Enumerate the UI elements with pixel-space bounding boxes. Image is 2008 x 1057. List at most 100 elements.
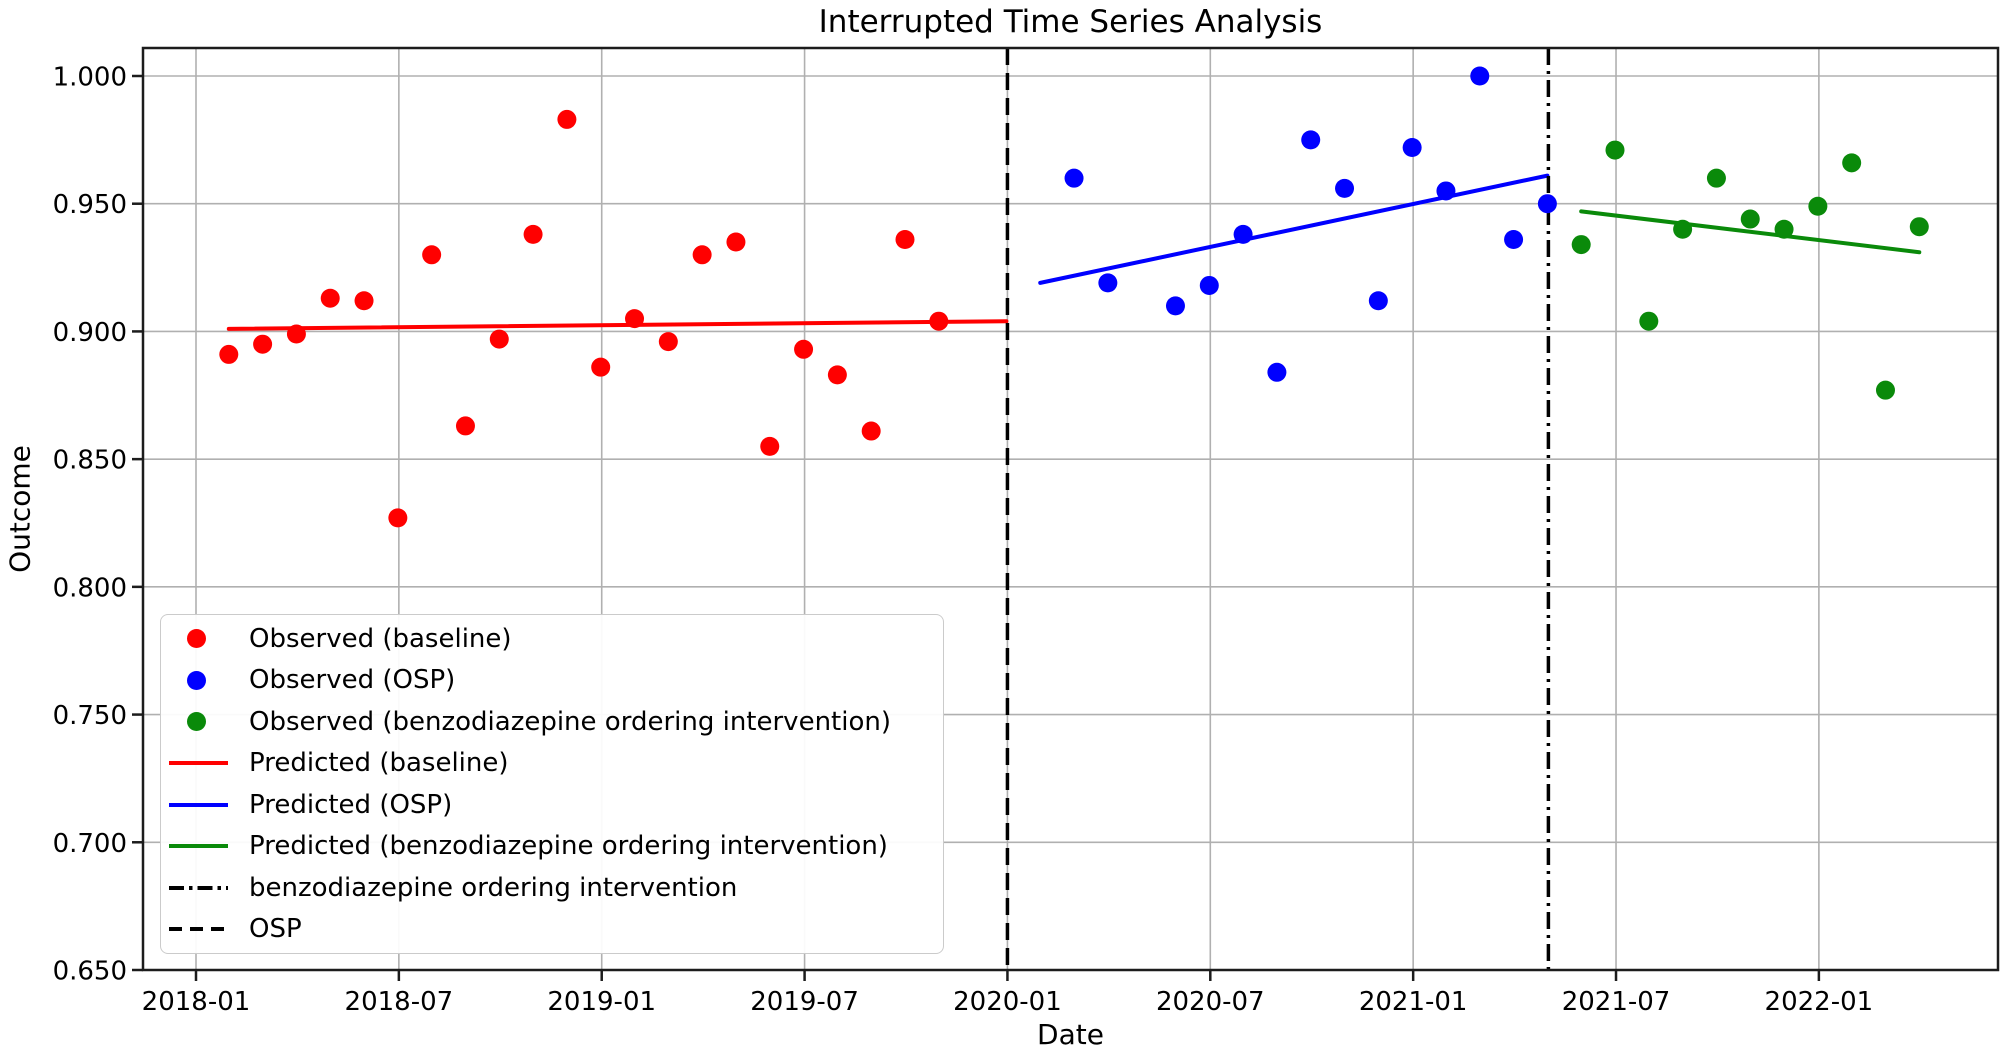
scatter-point bbox=[1436, 181, 1456, 201]
x-tick-label: 2018-07 bbox=[345, 987, 454, 1017]
scatter-point bbox=[1639, 311, 1659, 331]
line-marker bbox=[169, 802, 228, 807]
y-tick-label: 1.000 bbox=[53, 62, 127, 92]
scatter-point bbox=[1199, 275, 1219, 295]
scatter-point bbox=[1706, 168, 1726, 188]
scatter-point bbox=[1267, 362, 1287, 382]
trend-line bbox=[1579, 209, 1922, 255]
legend-label: Observed (baseline) bbox=[249, 623, 512, 654]
scatter-point bbox=[523, 224, 543, 244]
trend-line bbox=[1038, 173, 1550, 285]
scatter-point bbox=[1504, 229, 1524, 249]
legend-dot-icon bbox=[161, 629, 249, 649]
y-tick-label: 0.700 bbox=[53, 829, 127, 859]
legend-box: Observed (baseline) Observed (OSP) Observe… bbox=[160, 614, 944, 954]
legend-line-icon bbox=[161, 885, 249, 890]
y-tick-label: 0.950 bbox=[53, 190, 127, 220]
scatter-point bbox=[658, 332, 678, 352]
scatter-point bbox=[354, 291, 374, 311]
scatter-point bbox=[489, 329, 509, 349]
scatter-point bbox=[1470, 66, 1490, 86]
scatter-point bbox=[1842, 153, 1862, 173]
legend-label: Observed (OSP) bbox=[249, 665, 456, 696]
scatter-point bbox=[1673, 219, 1693, 239]
dot-marker bbox=[187, 670, 206, 690]
legend-entry: benzodiazepine ordering intervention bbox=[161, 867, 943, 909]
scatter-point bbox=[557, 109, 577, 129]
y-tick-label: 0.650 bbox=[53, 957, 127, 987]
legend-line-icon bbox=[161, 802, 249, 807]
scatter-point bbox=[692, 245, 712, 265]
scatter-point bbox=[388, 508, 408, 528]
legend-line-icon bbox=[161, 761, 249, 766]
scatter-point bbox=[1808, 196, 1828, 216]
scatter-point bbox=[1402, 138, 1422, 158]
scatter-point bbox=[625, 309, 645, 329]
x-tick-label: 2020-07 bbox=[1156, 987, 1265, 1017]
scatter-point bbox=[726, 232, 746, 252]
scatter-point bbox=[895, 229, 915, 249]
scatter-point bbox=[1571, 235, 1591, 255]
dot-marker bbox=[187, 712, 206, 732]
scatter-point bbox=[1605, 140, 1625, 160]
x-tick-label: 2019-07 bbox=[750, 987, 859, 1017]
dashed-marker bbox=[169, 927, 228, 932]
legend-line-icon bbox=[161, 844, 249, 849]
scatter-point bbox=[861, 421, 881, 441]
y-tick-label: 0.900 bbox=[53, 318, 127, 348]
line-marker bbox=[169, 761, 228, 766]
legend-entry: Predicted (baseline) bbox=[161, 743, 943, 785]
plot-frame bbox=[141, 46, 2000, 972]
scatter-point bbox=[422, 245, 442, 265]
legend-entry: Observed (benzodiazepine ordering interv… bbox=[161, 701, 943, 743]
legend-line-icon bbox=[161, 927, 249, 932]
scatter-point bbox=[929, 311, 949, 331]
scatter-point bbox=[219, 344, 239, 364]
scatter-point bbox=[1064, 168, 1084, 188]
legend-entry: Predicted (OSP) bbox=[161, 784, 943, 826]
legend-entry: OSP bbox=[161, 909, 943, 951]
scatter-point bbox=[1301, 130, 1321, 150]
legend-dot-icon bbox=[161, 712, 249, 732]
legend-dot-icon bbox=[161, 670, 249, 690]
scatter-point bbox=[1233, 224, 1253, 244]
scatter-point bbox=[1098, 273, 1118, 293]
scatter-point bbox=[1875, 380, 1895, 400]
line-marker bbox=[169, 844, 228, 849]
chart-title: Interrupted Time Series Analysis bbox=[818, 4, 1323, 40]
scatter-point bbox=[1740, 209, 1760, 229]
scatter-point bbox=[253, 334, 273, 354]
x-tick-label: 2018-01 bbox=[142, 987, 251, 1017]
legend-label: Predicted (baseline) bbox=[249, 748, 509, 779]
scatter-point bbox=[760, 436, 780, 456]
x-tick-label: 2020-01 bbox=[953, 987, 1062, 1017]
x-tick-label: 2019-01 bbox=[547, 987, 656, 1017]
scatter-point bbox=[1368, 291, 1388, 311]
trend-line bbox=[226, 319, 1009, 331]
x-tick-label: 2021-01 bbox=[1359, 987, 1468, 1017]
scatter-point bbox=[1165, 296, 1185, 316]
scatter-point bbox=[827, 365, 847, 385]
x-axis-label: Date bbox=[1037, 1018, 1104, 1051]
y-tick-label: 0.800 bbox=[53, 573, 127, 603]
legend-label: benzodiazepine ordering intervention bbox=[249, 872, 738, 903]
scatter-point bbox=[1909, 217, 1929, 237]
legend-label: Observed (benzodiazepine ordering interv… bbox=[249, 706, 891, 737]
scatter-point bbox=[320, 288, 340, 308]
x-tick-label: 2022-01 bbox=[1765, 987, 1874, 1017]
legend-label: Predicted (OSP) bbox=[249, 789, 453, 820]
scatter-point bbox=[1774, 219, 1794, 239]
y-tick-label: 0.850 bbox=[53, 446, 127, 476]
scatter-point bbox=[1537, 194, 1557, 214]
scatter-point bbox=[1335, 178, 1355, 198]
legend-entry: Observed (baseline) bbox=[161, 618, 943, 660]
legend-entry: Predicted (benzodiazepine ordering inter… bbox=[161, 826, 943, 868]
dot-marker bbox=[187, 629, 206, 649]
legend-entry: Observed (OSP) bbox=[161, 660, 943, 702]
scatter-point bbox=[286, 324, 306, 344]
legend-label: OSP bbox=[249, 914, 302, 945]
scatter-point bbox=[794, 339, 814, 359]
x-tick-label: 2021-07 bbox=[1562, 987, 1671, 1017]
